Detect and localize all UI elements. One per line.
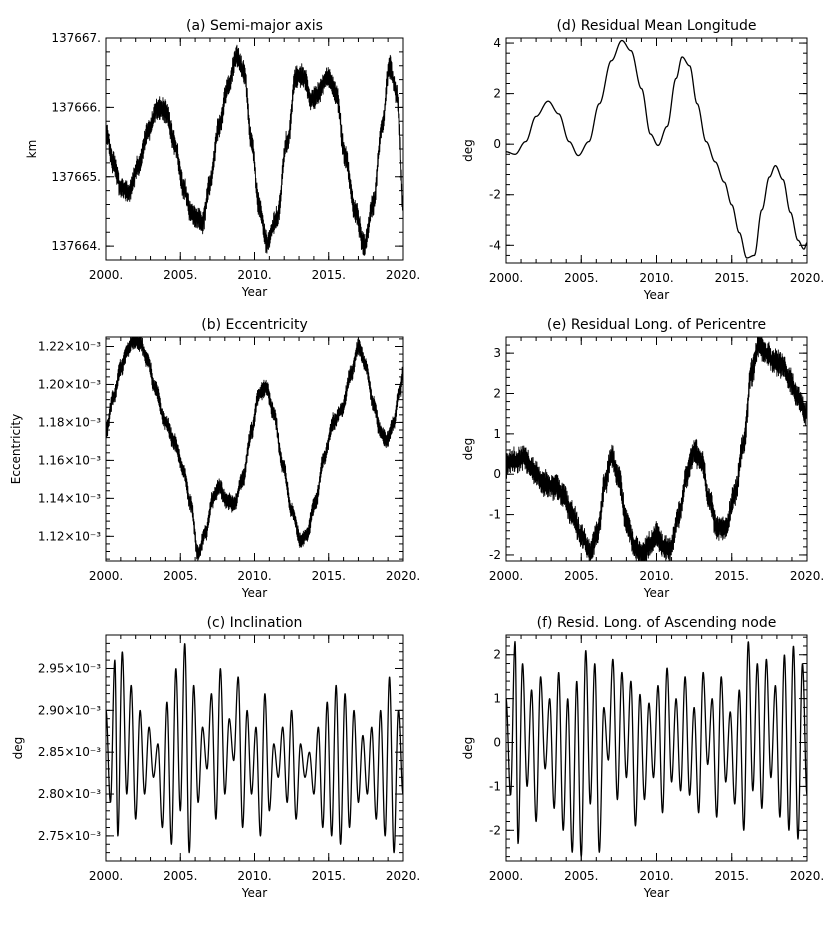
x-tick-label: 2010. — [639, 569, 673, 583]
x-tick-label: 2005. — [163, 268, 197, 282]
x-tick-label: 2005. — [163, 869, 197, 883]
x-tick-label: 2015. — [312, 569, 346, 583]
panel-a: (a) Semi-major axis Year km 2000. 2005. 2010.… — [25, 18, 420, 299]
x-tick-label: 2005. — [163, 569, 197, 583]
data-series-e — [506, 337, 807, 561]
plot-frame — [505, 37, 808, 264]
data-series-d — [506, 39, 807, 259]
data-series-c — [106, 643, 403, 854]
x-tick-label: 2020. — [790, 271, 824, 285]
x-axis-label: Year — [241, 886, 267, 900]
y-tick-label: 1.22×10⁻³ — [38, 339, 101, 353]
x-tick-label: 2000. — [89, 268, 123, 282]
y-tick-label: 2.75×10⁻³ — [38, 829, 101, 843]
x-tick-label: 2010. — [237, 268, 271, 282]
plot-frame — [105, 336, 404, 562]
panel-title: (c) Inclination — [207, 615, 303, 631]
x-tick-label: 2000. — [489, 569, 523, 583]
y-tick-label: 4 — [493, 36, 501, 50]
panel-c: (c) Inclination Year deg 2000. 2005. 2010. 201… — [11, 615, 420, 900]
x-tick-label: 2020. — [386, 268, 420, 282]
x-tick-label: 2005. — [564, 569, 598, 583]
y-tick-label: -1 — [489, 779, 501, 793]
panel-title: (b) Eccentricity — [201, 317, 307, 333]
x-tick-label: 2010. — [237, 869, 271, 883]
x-tick-label: 2005. — [564, 271, 598, 285]
x-tick-label: 2000. — [89, 569, 123, 583]
y-tick-label: -4 — [489, 238, 501, 252]
data-series-f — [506, 640, 807, 858]
x-tick-label: 2000. — [489, 271, 523, 285]
y-tick-label: 1.16×10⁻³ — [38, 453, 101, 467]
y-tick-label: 2 — [493, 387, 501, 401]
x-tick-label: 2010. — [639, 869, 673, 883]
y-axis-label: Eccentricity — [9, 414, 23, 484]
panel-title: (a) Semi-major axis — [186, 18, 323, 34]
x-axis-label: Year — [643, 886, 669, 900]
y-tick-label: 1 — [493, 427, 501, 441]
x-tick-label: 2020. — [790, 569, 824, 583]
panel-title: (f) Resid. Long. of Ascending node — [537, 615, 777, 631]
x-axis-label: Year — [643, 288, 669, 302]
y-tick-label: 1.20×10⁻³ — [38, 377, 101, 391]
y-tick-label: 2.85×10⁻³ — [38, 745, 101, 759]
y-tick-label: -2 — [489, 823, 501, 837]
x-axis-label: Year — [643, 586, 669, 600]
data-series-a — [106, 44, 403, 256]
panel-b: (b) Eccentricity Year Eccentricity 2000. 200… — [9, 317, 420, 600]
x-tick-label: 2020. — [386, 869, 420, 883]
x-tick-label: 2015. — [715, 869, 749, 883]
y-tick-label: 1.12×10⁻³ — [38, 529, 101, 543]
y-tick-label: 2.95×10⁻³ — [38, 661, 101, 675]
y-tick-label: 1 — [493, 692, 501, 706]
plot-frame — [105, 37, 404, 261]
x-axis-label: Year — [241, 285, 267, 299]
y-axis-label: deg — [461, 438, 475, 461]
y-tick-label: 0 — [493, 467, 501, 481]
y-tick-label: 2 — [493, 648, 501, 662]
y-axis-label: km — [25, 140, 39, 159]
panel-e: (e) Residual Long. of Pericentre Year deg 2… — [461, 317, 824, 600]
y-tick-label: 137667. — [51, 31, 101, 45]
y-tick-label: -2 — [489, 188, 501, 202]
y-tick-label: 2.80×10⁻³ — [38, 787, 101, 801]
y-axis-label: deg — [11, 737, 25, 760]
plot-frame — [105, 634, 404, 862]
x-tick-label: 2015. — [715, 271, 749, 285]
y-tick-label: -1 — [489, 508, 501, 522]
x-tick-label: 2015. — [715, 569, 749, 583]
x-tick-label: 2010. — [639, 271, 673, 285]
y-tick-label: 137666. — [51, 100, 101, 114]
panel-d: (d) Residual Mean Longitude Year deg 2000. 2… — [461, 18, 824, 302]
y-tick-label: 0 — [493, 137, 501, 151]
y-tick-label: 2 — [493, 87, 501, 101]
panel-title: (e) Residual Long. of Pericentre — [547, 317, 766, 333]
x-tick-label: 2005. — [564, 869, 598, 883]
plot-frame — [505, 634, 808, 862]
y-axis-label: deg — [461, 139, 475, 162]
panel-f: (f) Resid. Long. of Ascending node Year de… — [461, 615, 824, 900]
data-series-b — [106, 337, 403, 561]
y-tick-label: 1.18×10⁻³ — [38, 415, 101, 429]
x-axis-label: Year — [241, 586, 267, 600]
y-tick-label: 1.14×10⁻³ — [38, 491, 101, 505]
y-tick-label: -2 — [489, 548, 501, 562]
x-tick-label: 2020. — [386, 569, 420, 583]
x-tick-label: 2020. — [790, 869, 824, 883]
y-tick-label: 3 — [493, 346, 501, 360]
y-tick-label: 2.90×10⁻³ — [38, 703, 101, 717]
x-tick-label: 2000. — [89, 869, 123, 883]
y-tick-label: 137665. — [51, 170, 101, 184]
plot-frame — [505, 336, 808, 562]
y-tick-label: 137664. — [51, 239, 101, 253]
y-tick-label: 0 — [493, 736, 501, 750]
x-tick-label: 2000. — [489, 869, 523, 883]
panel-title: (d) Residual Mean Longitude — [556, 18, 756, 34]
x-tick-label: 2010. — [237, 569, 271, 583]
x-tick-label: 2015. — [312, 268, 346, 282]
x-tick-label: 2015. — [312, 869, 346, 883]
y-axis-label: deg — [461, 737, 475, 760]
